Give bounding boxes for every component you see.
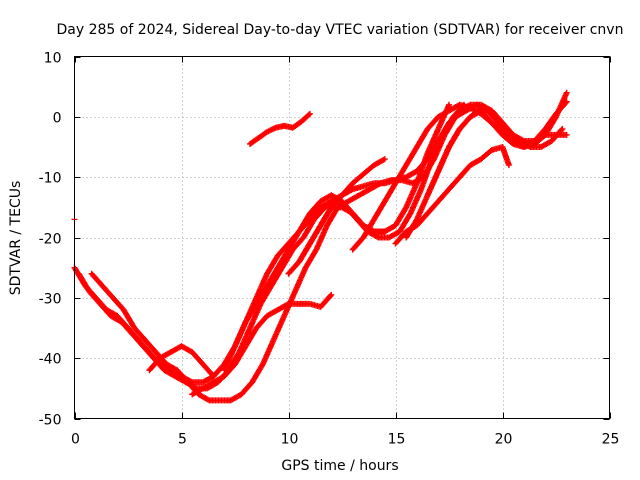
y-tick-label: -10 (39, 171, 62, 187)
series-track-13 (296, 204, 388, 265)
x-tick-label: 25 (602, 432, 620, 448)
axis-ticks: 0 5 10 15 20 25 -50 -40 -30 -20 -10 0 10 (39, 51, 620, 448)
y-tick-label: -50 (39, 413, 62, 429)
data-point (328, 291, 335, 298)
data-point (381, 156, 388, 163)
data-point (563, 89, 570, 96)
y-tick-label: -30 (39, 292, 62, 308)
series-track-10 (392, 144, 512, 247)
y-axis-label: SDTVAR / TECUs (8, 181, 24, 296)
data-point (559, 125, 566, 132)
series-track-11 (424, 104, 570, 199)
x-axis-label: GPS time / hours (281, 458, 398, 474)
data-point (306, 110, 313, 117)
data-point (381, 228, 388, 235)
series-track-6 (246, 110, 313, 147)
data-point (562, 99, 569, 106)
data-point (327, 292, 334, 299)
y-tick-label: 10 (44, 51, 62, 67)
data-point (305, 111, 312, 118)
data-point (505, 162, 512, 169)
x-tick-label: 0 (71, 432, 80, 448)
x-tick-label: 20 (495, 432, 513, 448)
data-point (446, 101, 452, 108)
grid (74, 56, 610, 419)
x-tick-label: 15 (388, 432, 406, 448)
data-point (563, 131, 570, 138)
data-point (209, 372, 216, 379)
data-point (210, 373, 217, 380)
data-point (563, 98, 570, 105)
y-tick-label: -20 (39, 232, 62, 248)
series-track-5 (221, 101, 506, 374)
x-tick-label: 10 (281, 432, 299, 448)
y-tick-label: -40 (39, 352, 62, 368)
x-tick-label: 5 (178, 432, 187, 448)
data-points (71, 89, 570, 404)
series-track-4 (189, 291, 335, 398)
y-tick-label: 0 (53, 111, 62, 127)
plot-frame (74, 56, 610, 419)
series-track-12 (146, 343, 217, 380)
chart-title: Day 285 of 2024, Sidereal Day-to-day VTE… (57, 22, 624, 38)
